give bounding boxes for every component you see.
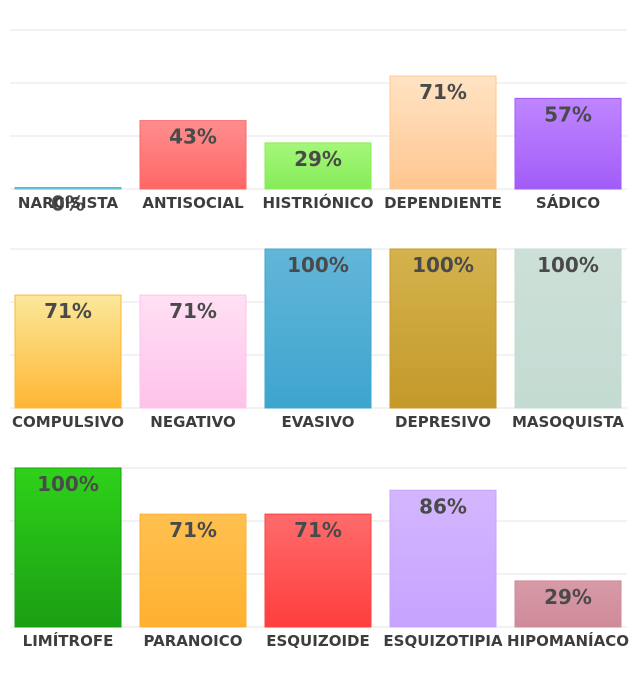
chart-panel-3: 100% LIMÍTROFE 71% PARANOICO 71% ESQUIZOIDE 86… xyxy=(10,467,629,650)
category-label: NEGATIVO xyxy=(150,413,235,431)
category-label: DEPRESIVO xyxy=(395,413,491,431)
value-label: 100% xyxy=(412,253,474,277)
category-label: HIPOMANÍACO xyxy=(507,631,629,650)
bar-dependiente xyxy=(389,75,497,190)
bar-hipomaníaco xyxy=(514,580,622,628)
value-label: 71% xyxy=(169,518,217,542)
bar-paranoico xyxy=(139,513,247,628)
value-label: 29% xyxy=(294,147,342,171)
value-label: 71% xyxy=(419,80,467,104)
category-label: NARCISISTA xyxy=(18,194,119,212)
bar-esquizotipia xyxy=(389,489,497,628)
bar-evasivo xyxy=(264,248,372,409)
bar-histriónico xyxy=(264,142,372,190)
bar-negativo xyxy=(139,294,247,409)
category-label: HISTRIÓNICO xyxy=(263,193,374,212)
value-label: 43% xyxy=(169,125,217,149)
bar-depresivo xyxy=(389,248,497,409)
bar-limítrofe xyxy=(14,467,122,628)
chart-panel-2: 71% COMPULSIVO 71% NEGATIVO 100% EVASIVO 100% D… xyxy=(10,248,627,431)
value-label: 71% xyxy=(294,518,342,542)
bar-esquizoide xyxy=(264,513,372,628)
value-label: 86% xyxy=(419,494,467,518)
category-label: ANTISOCIAL xyxy=(142,194,244,212)
category-label: LIMÍTROFE xyxy=(23,631,114,650)
value-label: 71% xyxy=(44,299,92,323)
category-label: MASOQUISTA xyxy=(512,413,624,431)
value-label: 71% xyxy=(169,299,217,323)
category-label: ESQUIZOTIPIA xyxy=(383,632,503,650)
value-label: 100% xyxy=(37,472,99,496)
bar-antisocial xyxy=(139,120,247,190)
value-label: 57% xyxy=(544,102,592,126)
bar-narcisista xyxy=(14,187,122,190)
category-label: DEPENDIENTE xyxy=(384,194,502,212)
bar-sádico xyxy=(514,97,622,190)
bar-masoquista xyxy=(514,248,622,409)
value-label: 29% xyxy=(544,585,592,609)
bar-compulsivo xyxy=(14,294,122,409)
category-label: EVASIVO xyxy=(282,413,355,431)
chart-panel-1: 0%NARCISISTA 43% ANTISOCIAL 29% HISTRIÓNICO 7… xyxy=(10,29,627,216)
category-label: SÁDICO xyxy=(536,193,600,212)
value-label: 100% xyxy=(537,253,599,277)
category-label: PARANOICO xyxy=(143,632,242,650)
category-label: COMPULSIVO xyxy=(12,413,124,431)
value-label: 0% xyxy=(51,192,85,216)
category-label: ESQUIZOIDE xyxy=(266,632,369,650)
value-label: 100% xyxy=(287,253,349,277)
